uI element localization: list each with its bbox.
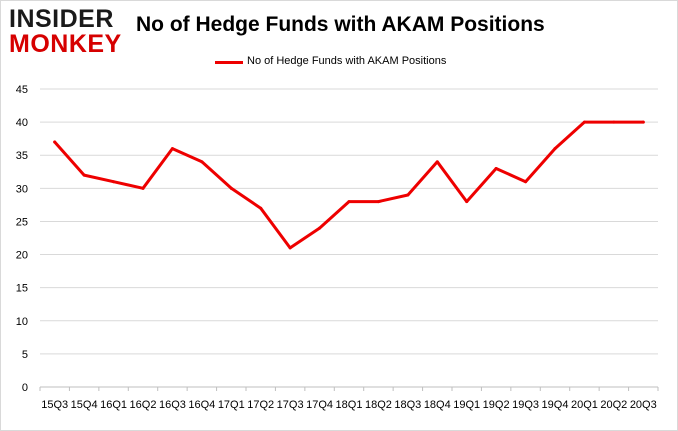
y-tick-label-0: 0 <box>22 382 28 394</box>
data-point-20Q1 <box>582 120 586 124</box>
data-point-20Q2 <box>612 120 616 124</box>
y-tick-label-30: 30 <box>16 183 28 195</box>
x-tick-label-19Q2: 19Q2 <box>483 399 510 411</box>
x-tick-label-18Q2: 18Q2 <box>365 399 392 411</box>
x-tick-label-19Q4: 19Q4 <box>542 399 569 411</box>
x-tick-label-17Q3: 17Q3 <box>277 399 304 411</box>
chart-title: No of Hedge Funds with AKAM Positions <box>136 13 545 36</box>
x-tick-label-19Q3: 19Q3 <box>512 399 539 411</box>
series-line-0 <box>53 120 645 250</box>
x-tick-label-20Q1: 20Q1 <box>571 399 598 411</box>
data-point-16Q3 <box>170 147 174 151</box>
y-tick-label-5: 5 <box>22 349 28 361</box>
x-tick-label-15Q4: 15Q4 <box>71 399 98 411</box>
x-tick-label-19Q1: 19Q1 <box>453 399 480 411</box>
data-point-18Q1 <box>347 200 351 204</box>
x-tick-label-17Q1: 17Q1 <box>218 399 245 411</box>
y-tick-label-10: 10 <box>16 316 28 328</box>
data-point-20Q3 <box>641 120 645 124</box>
data-point-19Q3 <box>524 180 528 184</box>
x-tick-label-17Q4: 17Q4 <box>306 399 333 411</box>
x-tick-label-20Q3: 20Q3 <box>630 399 657 411</box>
logo-text-insider: INSIDER <box>9 5 114 33</box>
data-point-19Q2 <box>494 166 498 170</box>
x-tick-label-16Q1: 16Q1 <box>100 399 127 411</box>
x-tick-label-17Q2: 17Q2 <box>247 399 274 411</box>
y-tick-label-20: 20 <box>16 250 28 262</box>
y-tick-label-45: 45 <box>16 84 28 96</box>
insider-monkey-logo: INSIDER MONKEY <box>9 7 129 57</box>
x-tick-label-20Q2: 20Q2 <box>600 399 627 411</box>
data-point-17Q2 <box>259 206 263 210</box>
y-tick-label-40: 40 <box>16 117 28 129</box>
data-point-16Q4 <box>200 160 204 164</box>
x-tick-label-18Q3: 18Q3 <box>394 399 421 411</box>
logo-text-monkey: MONKEY <box>9 30 122 58</box>
y-tick-label-35: 35 <box>16 150 28 162</box>
x-tick-label-18Q4: 18Q4 <box>424 399 451 411</box>
data-point-18Q2 <box>376 200 380 204</box>
data-point-17Q1 <box>229 186 233 190</box>
data-point-16Q1 <box>112 180 116 184</box>
x-tick-label-16Q4: 16Q4 <box>188 399 215 411</box>
legend-series-swatch <box>215 61 243 64</box>
data-point-19Q4 <box>553 147 557 151</box>
data-point-16Q2 <box>141 186 145 190</box>
data-point-18Q3 <box>406 193 410 197</box>
x-tick-label-15Q3: 15Q3 <box>41 399 68 411</box>
data-point-19Q1 <box>465 200 469 204</box>
legend-series-label: No of Hedge Funds with AKAM Positions <box>247 55 447 67</box>
y-tick-label-15: 15 <box>16 283 28 295</box>
x-tick-label-16Q3: 16Q3 <box>159 399 186 411</box>
x-tick-label-16Q2: 16Q2 <box>130 399 157 411</box>
data-point-17Q4 <box>318 226 322 230</box>
x-tick-label-18Q1: 18Q1 <box>336 399 363 411</box>
data-point-17Q3 <box>288 246 292 250</box>
y-tick-label-25: 25 <box>16 216 28 228</box>
data-point-15Q3 <box>53 140 57 144</box>
data-point-18Q4 <box>435 160 439 164</box>
data-point-15Q4 <box>82 173 86 177</box>
